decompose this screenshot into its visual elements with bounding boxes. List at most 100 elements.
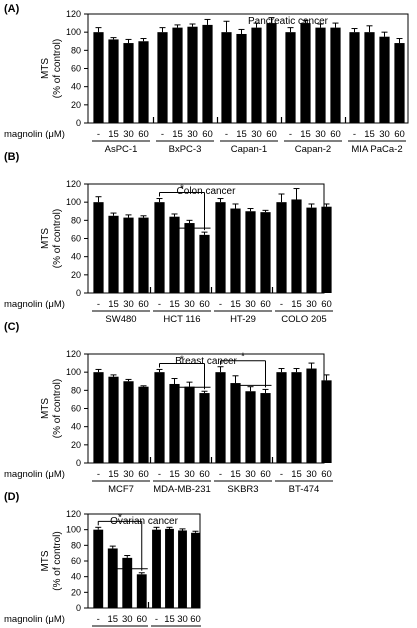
dose-label: 30 <box>184 299 195 310</box>
group-label: MDA-MB-231 <box>153 484 211 495</box>
bar <box>199 234 210 293</box>
dose-label: 15 <box>230 469 241 480</box>
bar <box>260 212 271 293</box>
bar <box>165 528 174 608</box>
group-label: COLO 205 <box>281 314 326 325</box>
group-label: Capan-1 <box>231 144 267 155</box>
y-tick-label: 120 <box>66 179 81 189</box>
y-tick-label: 80 <box>71 385 81 395</box>
y-tick-label: 20 <box>71 270 81 280</box>
sig-star: * <box>180 354 184 365</box>
dose-label: 60 <box>260 469 271 480</box>
chart-title: Breast cancer <box>175 356 237 367</box>
dose-label: 60 <box>202 129 213 140</box>
y-tick-label: 40 <box>71 422 81 432</box>
y-tick-label: 40 <box>71 572 81 582</box>
dose-label: - <box>353 129 356 140</box>
bar <box>138 217 149 293</box>
dose-label: 15 <box>108 129 119 140</box>
dose-label: 15 <box>108 299 119 310</box>
bar <box>93 32 104 123</box>
dose-label: 60 <box>266 129 277 140</box>
y-axis-label-line1: MTS <box>40 228 51 249</box>
bar <box>315 27 326 123</box>
dose-label: 30 <box>123 299 134 310</box>
bar <box>260 393 271 463</box>
y-axis-label-line2: (% of control) <box>52 531 63 590</box>
bar <box>215 372 226 463</box>
group-label: SKBR3 <box>227 484 258 495</box>
bar <box>321 380 332 463</box>
dose-label: - <box>219 299 222 310</box>
panel-2: (B) Colon cancer 0 20 40 60 80 100 120 MTS (% of c… <box>4 151 333 325</box>
dose-label: 30 <box>306 469 317 480</box>
dose-label: 60 <box>138 299 149 310</box>
bar <box>136 574 147 608</box>
dose-label: - <box>225 129 228 140</box>
dose-label: 15 <box>364 129 375 140</box>
panel-label: (C) <box>4 321 20 333</box>
dose-label: - <box>280 469 283 480</box>
bar <box>306 368 317 463</box>
dose-label: 30 <box>315 129 326 140</box>
dose-label: 15 <box>169 299 180 310</box>
y-tick-label: 100 <box>66 525 81 535</box>
bar <box>291 199 302 293</box>
bar <box>122 557 133 608</box>
group-skov3: -153060SKOV3 <box>151 526 201 627</box>
y-tick-label: 120 <box>66 349 81 359</box>
y-axis-label-line1: MTS <box>40 398 51 419</box>
group-colo-205: -15 30 60 COLO 205 <box>275 188 333 325</box>
bar <box>172 27 183 123</box>
y-tick-label: 20 <box>71 100 81 110</box>
group-label: AsPC-1 <box>105 144 138 155</box>
bar <box>321 206 332 293</box>
group-tov-112d: -153060TOV-112D* <box>92 512 148 627</box>
y-tick-label: 0 <box>76 288 81 298</box>
group-capan-2: -15 30 60 Capan-2 <box>284 19 342 155</box>
bar <box>184 223 195 293</box>
y-tick-label: 0 <box>76 603 81 613</box>
bar <box>169 383 180 463</box>
bar <box>245 211 256 293</box>
dose-label: 60 <box>321 469 332 480</box>
y-tick-label: 120 <box>66 9 81 19</box>
dose-row-label: magnolin (μM) <box>4 129 65 140</box>
group-capan-1: -15 30 60 Capan-1 <box>220 17 278 155</box>
bar <box>364 32 375 123</box>
y-tick-label: 100 <box>66 367 81 377</box>
group-label: Capan-2 <box>295 144 331 155</box>
bar <box>199 393 210 463</box>
group-label: SW480 <box>105 314 136 325</box>
dose-label: 60 <box>138 469 149 480</box>
bar <box>138 386 149 463</box>
y-axis-label-line2: (% of control) <box>52 379 63 438</box>
dose-label: 15 <box>291 299 302 310</box>
bar <box>169 216 180 293</box>
dose-label: 60 <box>330 129 341 140</box>
dose-label: 15 <box>164 614 175 625</box>
group-mcf7: -15 30 60 MCF7 <box>92 368 150 495</box>
bar <box>266 23 277 123</box>
dose-label: - <box>97 469 100 480</box>
dose-label: - <box>97 299 100 310</box>
bar <box>187 26 198 123</box>
dose-label: 30 <box>123 469 134 480</box>
bar <box>236 33 247 123</box>
bar <box>108 39 119 123</box>
y-tick-label: 100 <box>66 27 81 37</box>
sig-star: * <box>180 184 184 195</box>
dose-row-label: magnolin (μM) <box>4 469 65 480</box>
dose-row-label: magnolin (μM) <box>4 614 65 625</box>
dose-label: 30 <box>245 299 256 310</box>
group-label: MCF7 <box>108 484 134 495</box>
dose-label: - <box>97 614 100 625</box>
y-tick-label: 20 <box>71 587 81 597</box>
sig-star: * <box>118 512 122 523</box>
y-tick-label: 20 <box>71 440 81 450</box>
bar <box>138 41 149 123</box>
dose-label: 15 <box>169 469 180 480</box>
